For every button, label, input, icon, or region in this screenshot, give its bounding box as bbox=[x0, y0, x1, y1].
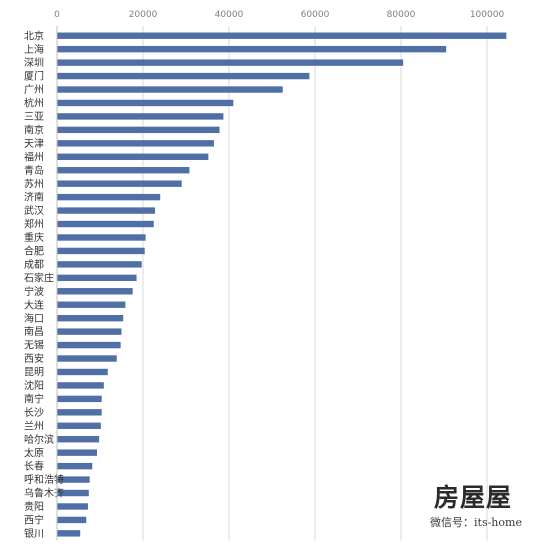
bar bbox=[57, 288, 133, 295]
category-label: 济南 bbox=[24, 191, 44, 204]
category-label: 西安 bbox=[24, 352, 44, 365]
x-tick-label: 100000 bbox=[470, 10, 505, 20]
category-label: 青岛 bbox=[24, 164, 44, 177]
x-axis-tick-labels: 0 20000 40000 60000 80000 100000 bbox=[54, 10, 504, 20]
category-label: 哈尔滨 bbox=[24, 433, 54, 446]
bar bbox=[57, 530, 81, 537]
category-label: 呼和浩特 bbox=[24, 474, 64, 486]
bar bbox=[57, 314, 124, 322]
bar bbox=[57, 409, 102, 416]
bar bbox=[57, 301, 126, 308]
category-label: 乌鲁木齐 bbox=[24, 487, 64, 500]
bar bbox=[57, 167, 190, 174]
category-label: 厦门 bbox=[24, 70, 44, 83]
bar bbox=[57, 113, 224, 120]
category-label: 长春 bbox=[24, 461, 44, 473]
category-label: 郑州 bbox=[24, 218, 44, 231]
x-tick-label: 80000 bbox=[387, 10, 416, 20]
category-label: 广州 bbox=[24, 84, 44, 96]
bar bbox=[57, 476, 90, 483]
bar bbox=[57, 516, 87, 524]
category-label: 无锡 bbox=[24, 339, 44, 352]
bar bbox=[57, 355, 117, 362]
category-label: 北京 bbox=[24, 29, 44, 42]
bar bbox=[57, 261, 142, 268]
bar bbox=[57, 395, 102, 403]
x-tick-label: 40000 bbox=[215, 10, 244, 20]
category-label: 宁波 bbox=[24, 285, 44, 298]
category-label: 福州 bbox=[24, 150, 44, 163]
category-label: 南昌 bbox=[24, 325, 44, 338]
bar bbox=[57, 72, 310, 80]
bar bbox=[57, 422, 101, 429]
gridlines bbox=[142, 26, 488, 541]
watermark-wechat-id: 微信号：its-home bbox=[430, 516, 522, 529]
category-label: 海口 bbox=[24, 312, 44, 325]
category-label: 石家庄 bbox=[24, 271, 54, 284]
category-label: 南宁 bbox=[24, 392, 44, 405]
category-label: 南京 bbox=[24, 123, 44, 136]
bar bbox=[57, 59, 404, 66]
watermark-brand: 房屋屋 bbox=[434, 483, 513, 512]
bar bbox=[57, 328, 122, 335]
category-label: 太原 bbox=[24, 446, 44, 459]
bar bbox=[57, 247, 145, 255]
category-labels: 北京上海深圳厦门广州杭州三亚南京天津福州青岛苏州济南武汉郑州重庆合肥成都石家庄宁… bbox=[24, 29, 64, 540]
category-label: 贵阳 bbox=[24, 500, 44, 513]
bar bbox=[57, 368, 108, 376]
category-label: 重庆 bbox=[24, 231, 44, 244]
bar bbox=[57, 126, 220, 134]
x-tick-label: 20000 bbox=[129, 10, 158, 20]
bar bbox=[57, 45, 447, 53]
bar bbox=[57, 140, 214, 147]
x-tick-label: 0 bbox=[54, 10, 60, 20]
category-label: 成都 bbox=[24, 259, 44, 271]
bar bbox=[57, 382, 104, 389]
bar bbox=[57, 489, 89, 497]
bar bbox=[57, 234, 146, 241]
watermark: 房屋屋 微信号：its-home bbox=[430, 478, 540, 538]
bar bbox=[57, 99, 234, 107]
bar bbox=[57, 193, 161, 201]
category-label: 深圳 bbox=[24, 57, 44, 69]
bar bbox=[57, 436, 100, 443]
category-label: 沈阳 bbox=[24, 379, 44, 392]
x-tick-label: 60000 bbox=[301, 10, 330, 20]
category-label: 武汉 bbox=[24, 204, 44, 217]
category-label: 银川 bbox=[24, 527, 44, 540]
category-label: 合肥 bbox=[24, 245, 44, 258]
category-label: 兰州 bbox=[24, 419, 44, 432]
category-label: 西宁 bbox=[24, 514, 44, 527]
bar bbox=[57, 503, 88, 510]
category-label: 杭州 bbox=[24, 97, 44, 110]
bar bbox=[57, 153, 209, 160]
category-label: 昆明 bbox=[24, 367, 44, 379]
bar bbox=[57, 180, 182, 187]
bar bbox=[57, 220, 154, 228]
bar bbox=[57, 462, 93, 470]
category-label: 三亚 bbox=[24, 112, 44, 123]
bar bbox=[57, 86, 283, 93]
category-label: 苏州 bbox=[24, 177, 44, 190]
bar bbox=[57, 449, 97, 456]
bar bbox=[57, 32, 507, 39]
bar bbox=[57, 274, 137, 282]
category-label: 大连 bbox=[24, 298, 44, 311]
bar bbox=[57, 341, 121, 349]
bar bbox=[57, 207, 156, 214]
category-label: 天津 bbox=[24, 138, 44, 150]
category-label: 长沙 bbox=[24, 407, 44, 419]
category-label: 上海 bbox=[24, 43, 44, 56]
bars bbox=[57, 32, 507, 537]
